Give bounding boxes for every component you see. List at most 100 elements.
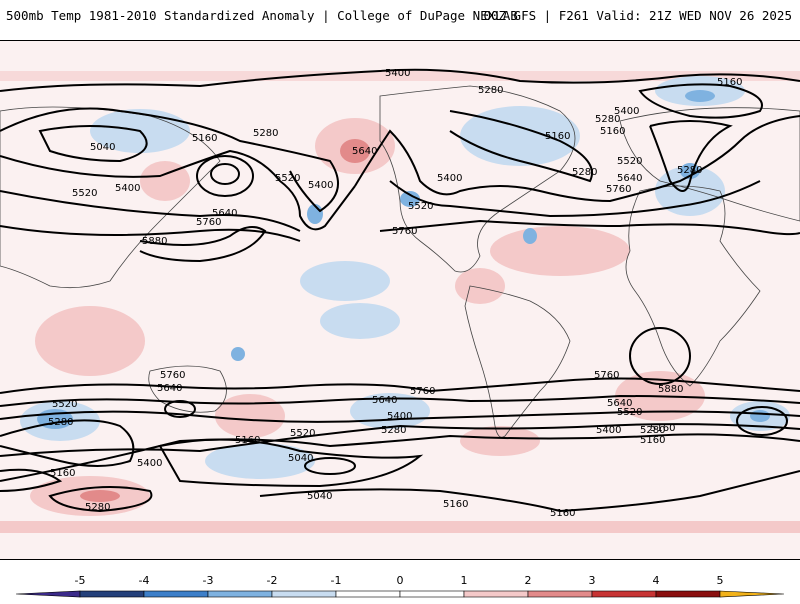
warm-anomaly-caribbean [455, 268, 505, 304]
contour-label: 5280 [253, 128, 278, 139]
coastline-australia [148, 365, 227, 413]
colorbar-segment [143, 590, 209, 598]
contour-label: 5520 [290, 428, 315, 439]
contour-5280-canada [449, 110, 593, 183]
strong-cool-arctic [685, 90, 715, 102]
colorbar-labels: -5 -4 -3 -2 -1 0 1 2 3 4 5 [75, 574, 724, 587]
contour-label: 5400 [115, 183, 140, 194]
contour-5280-north [0, 107, 339, 213]
strong-cool-usa [400, 191, 420, 207]
colorbar-tick-label: 3 [589, 574, 596, 587]
contour-label: 5760 [594, 370, 619, 381]
warm-anomaly-indonesia [35, 306, 145, 376]
contour-5400-south [0, 423, 800, 457]
contour-5280-antarctic-closed [48, 486, 153, 513]
strong-warm-anomaly-areas [80, 139, 370, 502]
contour-label: 5280 [677, 165, 702, 176]
contour-label: 5640 [352, 146, 377, 157]
contour-low-kamchatka-inner [210, 163, 240, 185]
contour-label: 5160 [235, 435, 260, 446]
contour-label: 5160 [600, 126, 625, 137]
contour-label: 5280 [572, 167, 597, 178]
strong-cool-s-indian-b [750, 410, 770, 422]
contour-label: 5400 [308, 180, 333, 191]
contour-5520-na [389, 180, 761, 218]
contour-label: 5760 [606, 184, 631, 195]
contour-label: 5400 [596, 425, 621, 436]
contour-5160-south-closed [158, 438, 424, 488]
contour-5640-closed-south [164, 400, 196, 418]
coastline-south-america [464, 285, 571, 438]
contour-label: 5160 [545, 131, 570, 142]
strong-cool-atlantic [523, 228, 537, 244]
contour-5760 [0, 225, 301, 242]
contour-label: 5760 [392, 226, 417, 237]
contour-label: 5040 [90, 142, 115, 153]
contour-labels: 5400 5280 5160 5040 5520 5400 5160 5280 … [72, 68, 742, 247]
contour-label: 5160 [192, 133, 217, 144]
contour-5640-south [0, 394, 800, 407]
contour-5760-south [0, 377, 800, 394]
colorbar-segment [271, 590, 337, 598]
anomaly-band-north [0, 71, 800, 81]
contour-5400-na [354, 115, 800, 203]
model-run-info: 00Z GFS | F261 Valid: 21Z WED NOV 26 202… [483, 8, 792, 23]
contour-5880-safrica [629, 327, 691, 385]
height-contours [0, 68, 800, 513]
contour-label: 5040 [288, 453, 313, 464]
contour-label: 5280 [85, 502, 110, 513]
cool-anomaly-s-pacific [205, 443, 315, 479]
contour-label: 5280 [595, 114, 620, 125]
colorbar-segment [399, 590, 465, 598]
contour-5280-s-indian [0, 419, 135, 467]
contour-label: 5640 [372, 395, 397, 406]
contour-label: 5280 [478, 85, 503, 96]
contour-low-s-indian-b [736, 406, 788, 436]
colorbar-segment [591, 590, 657, 598]
contour-label: 5520 [617, 407, 642, 418]
contour-label: 5160 [650, 423, 675, 434]
colorbar-tick-label: 0 [397, 574, 404, 587]
header-bar: 500mb Temp 1981-2010 Standardized Anomal… [0, 0, 800, 40]
strong-cool-sw-pacific [231, 347, 245, 361]
colorbar-boxes [15, 590, 785, 598]
contour-label: 5760 [160, 370, 185, 381]
coastline-eurasia-west [619, 107, 800, 222]
contour-label: 5400 [614, 106, 639, 117]
contour-label: 5520 [72, 188, 97, 199]
contour-5160-south [259, 470, 800, 513]
contour-label: 5640 [212, 208, 237, 219]
contour-5280-europe [649, 120, 733, 192]
cool-anomaly-pacific-b [320, 303, 400, 339]
colorbar-segment [527, 590, 593, 598]
map-canvas: 5400 5280 5160 5040 5520 5400 5160 5280 … [0, 41, 800, 559]
coastline-africa [625, 185, 761, 387]
colorbar-segment [463, 590, 529, 598]
contour-label: 5280 [640, 425, 665, 436]
contour-5880-closed [139, 226, 267, 263]
colorbar-svg: -5 -4 -3 -2 -1 0 1 2 3 4 5 [15, 574, 785, 598]
colorbar-tick-label: -2 [267, 574, 278, 587]
contour-5400-pac [0, 149, 356, 231]
anomaly-band-south [0, 521, 800, 533]
contour-5640 [0, 190, 301, 232]
contour-label: 5160 [640, 435, 665, 446]
strong-warm-antarctic [80, 490, 120, 502]
colorbar-tick-label: -1 [331, 574, 342, 587]
contour-label: 5880 [142, 236, 167, 247]
contour-label: 5280 [48, 417, 73, 428]
contour-label: 5760 [196, 217, 221, 228]
colorbar-tick-label: 4 [653, 574, 660, 587]
contour-label: 5640 [617, 173, 642, 184]
contour-label: 5040 [307, 491, 332, 502]
colorbar-segment [719, 590, 785, 598]
colorbar-tick-label: -3 [203, 574, 214, 587]
contour-label: 5520 [617, 156, 642, 167]
colorbar-tick-label: 5 [717, 574, 724, 587]
colorbar-segment [655, 590, 721, 598]
colorbar-tick-label: 1 [461, 574, 468, 587]
colorbar-segment [79, 590, 145, 598]
warm-anomaly-kamchatka [140, 161, 190, 201]
contour-5160-sw [0, 468, 63, 492]
contour-label: 5880 [658, 384, 683, 395]
